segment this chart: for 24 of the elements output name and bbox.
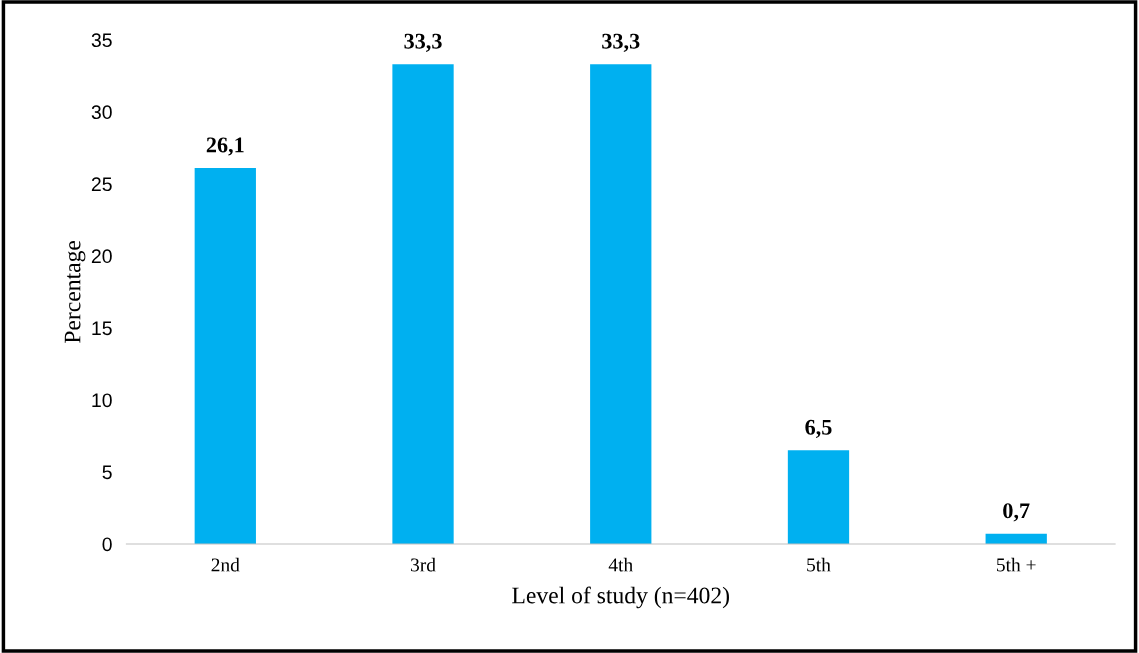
y-tick-label: 10 [92, 393, 112, 408]
y-tick-label: 0 [102, 537, 112, 552]
x-tick-label: 3rd [410, 557, 436, 572]
y-tick-label: 5 [102, 465, 112, 480]
bar [590, 64, 652, 544]
y-tick-label: 30 [91, 105, 112, 120]
data-label: 33,3 [404, 33, 442, 52]
bar [392, 64, 454, 544]
data-label: 6,5 [805, 419, 832, 438]
data-label: 33,3 [602, 33, 640, 52]
data-label: 0,7 [1003, 503, 1030, 522]
y-tick-label: 35 [91, 33, 112, 48]
data-label: 26,1 [206, 137, 244, 156]
x-tick-label: 2nd [211, 557, 240, 572]
y-tick-label: 25 [91, 177, 112, 192]
x-tick-label: 5th [807, 557, 831, 572]
bar [194, 168, 256, 544]
x-tick-label: 4th [608, 557, 633, 572]
x-axis-title: Level of study (n=402) [512, 586, 729, 609]
x-tick-label: 5th + [997, 557, 1036, 572]
y-axis-title: Percentage [64, 240, 86, 343]
bar [787, 450, 850, 544]
y-tick-label: 15 [92, 321, 112, 336]
y-tick-label: 20 [91, 249, 112, 264]
